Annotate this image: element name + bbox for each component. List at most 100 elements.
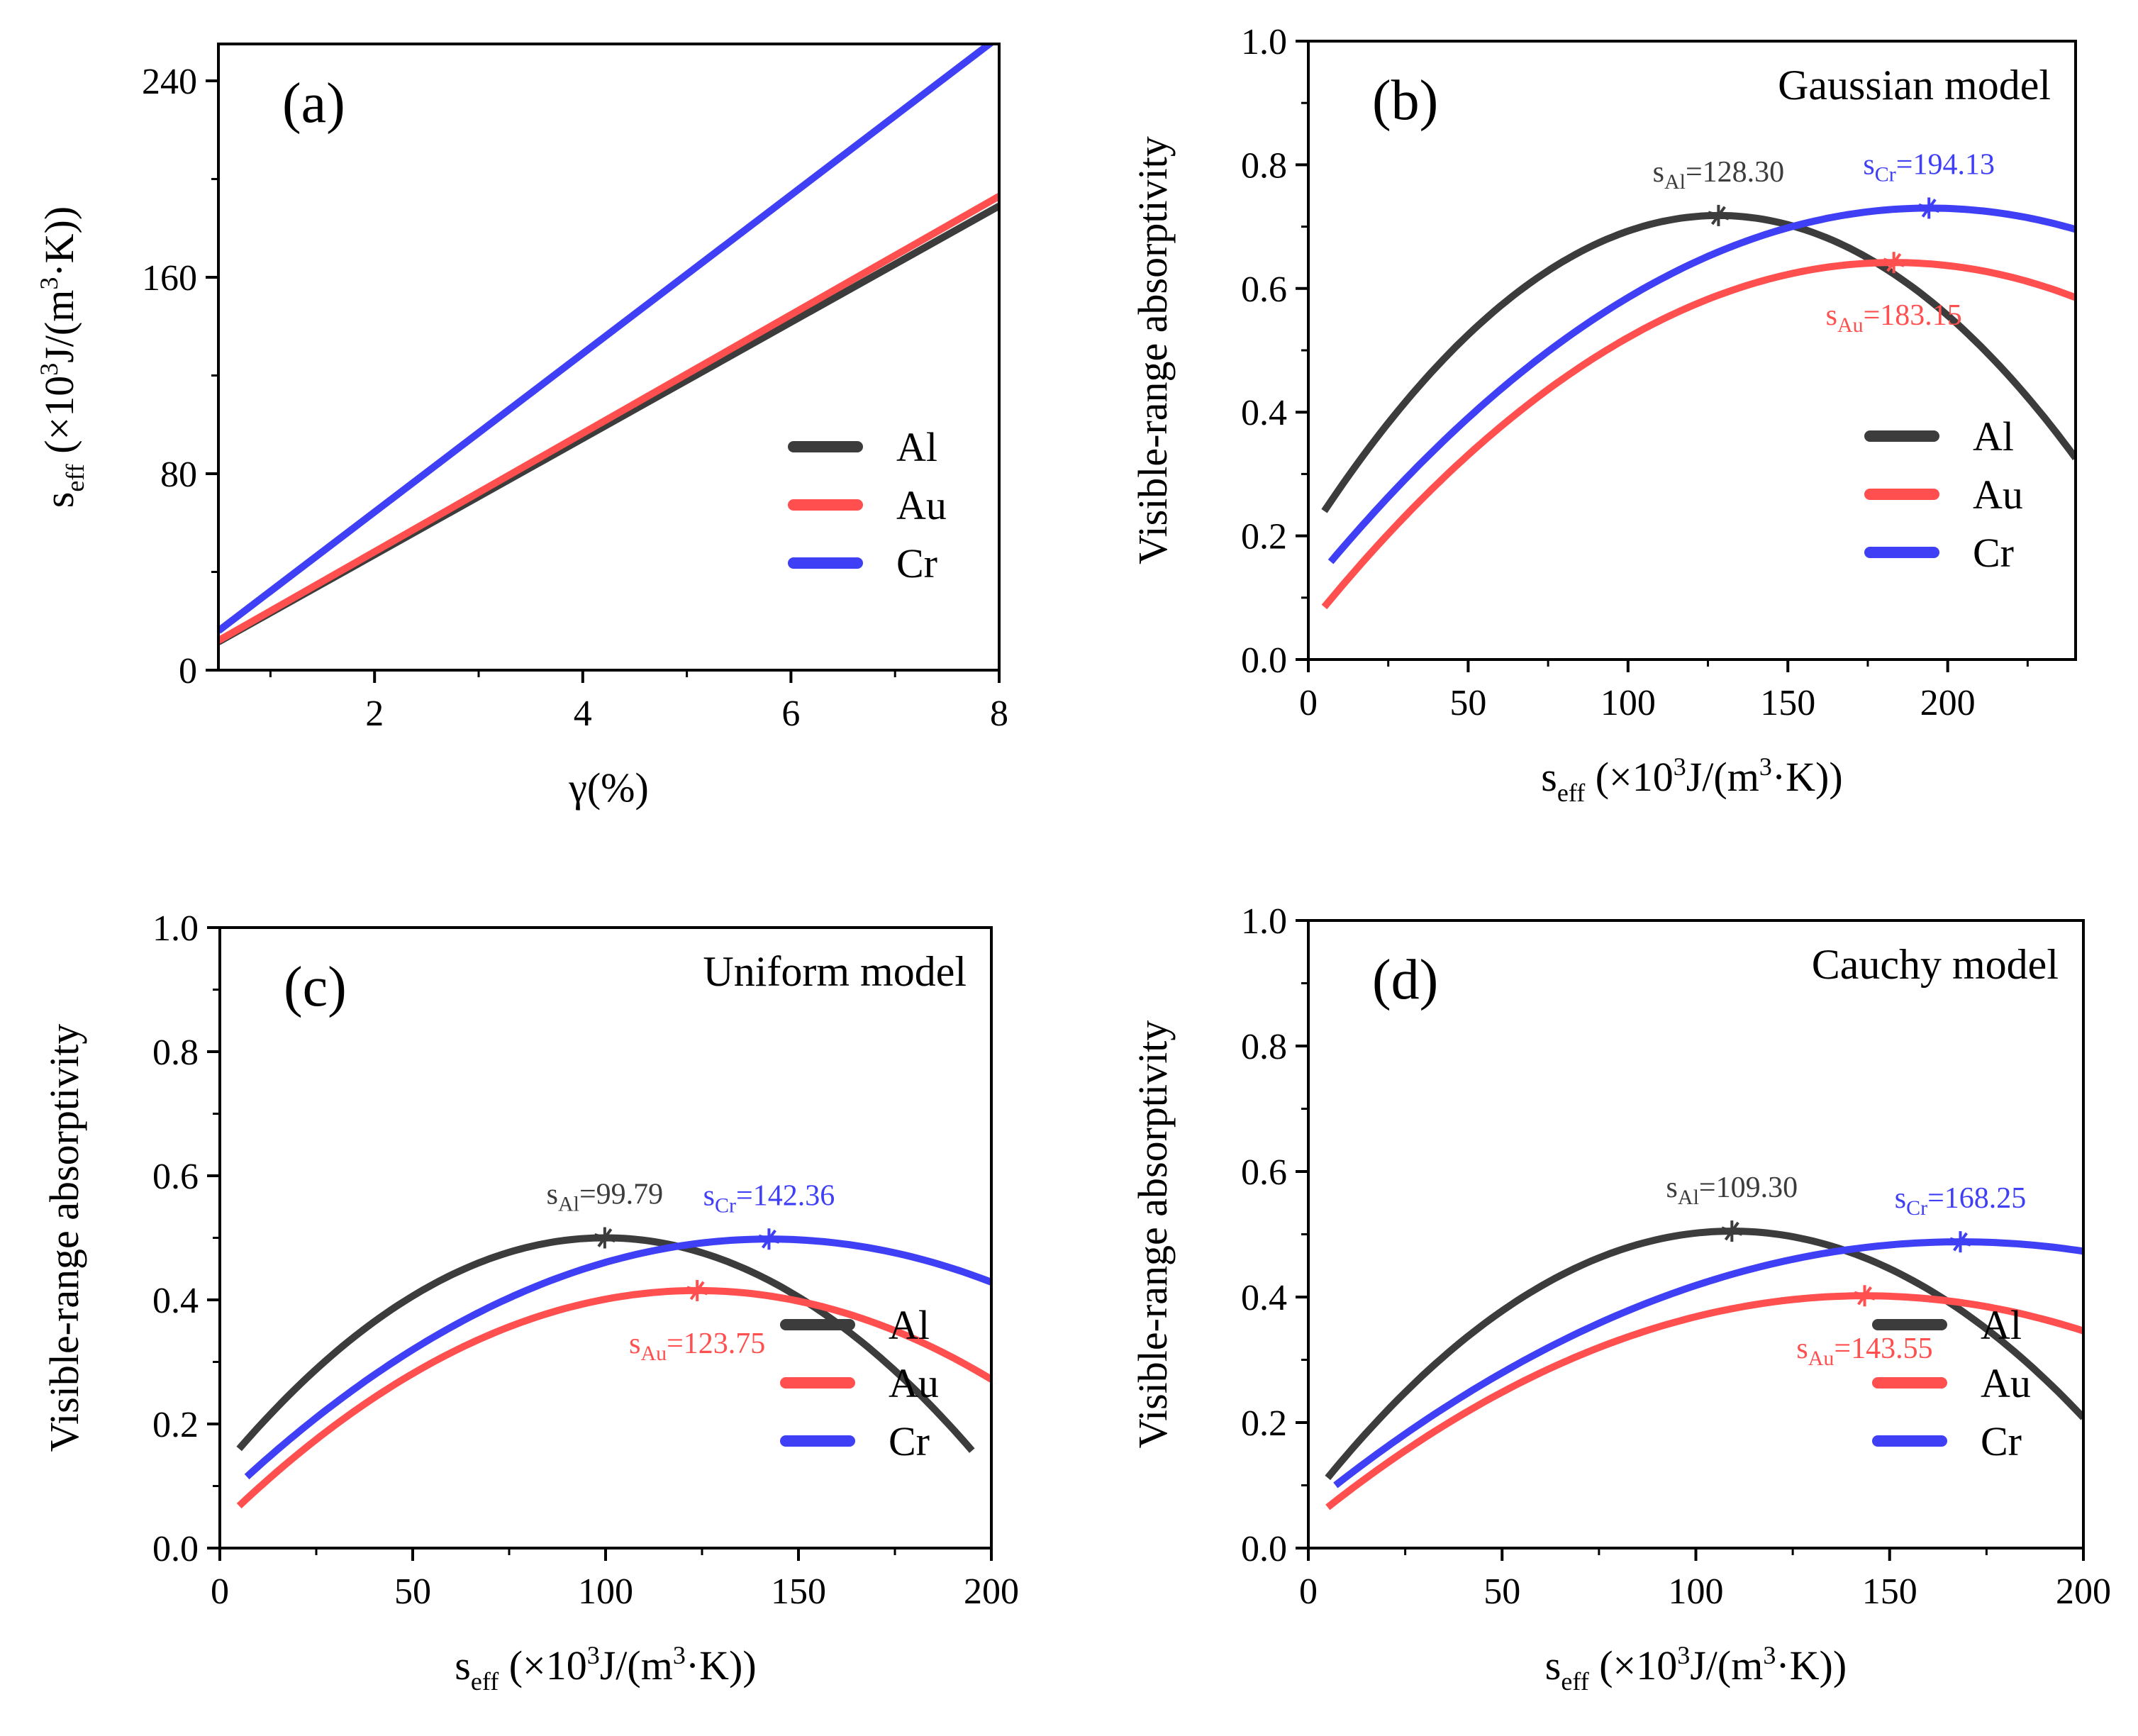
x-tick-label-d-4: 200	[2056, 1571, 2111, 1612]
x-tick-label-c-2: 100	[578, 1571, 633, 1612]
legend-label-a-cr: Cr	[896, 540, 937, 586]
x-axis-label-b-main: s	[1541, 754, 1557, 800]
anno-sub: Au	[640, 1342, 667, 1365]
anno-sym: s	[1863, 148, 1874, 181]
anno-value: =99.79	[579, 1179, 663, 1211]
peak-annotation-c-cr: sCr=142.36	[703, 1179, 835, 1217]
anno-sym: s	[1653, 156, 1664, 189]
legend-label-a-al: Al	[896, 424, 937, 470]
x-axis-label-b-sup: 3	[1674, 752, 1686, 781]
x-tick-label-c-1: 50	[394, 1571, 431, 1612]
model-title-d: Cauchy model	[1812, 941, 2059, 988]
peak-annotation-d-cr: sCr=168.25	[1895, 1182, 2027, 1220]
panel-tag-b: (b)	[1372, 69, 1438, 132]
y-axis-label-b: Visible-range absorptivity	[1130, 136, 1176, 564]
peak-annotation-b-al: sAl=128.30	[1653, 156, 1785, 194]
x-tick-label-a-3: 8	[990, 694, 1008, 734]
anno-sub: Cr	[1906, 1196, 1927, 1220]
series-line-a-cr	[218, 44, 996, 634]
anno-sub: Au	[1837, 313, 1864, 337]
y-tick-label-d-3: 0.6	[1241, 1152, 1287, 1193]
peak-marker-c-al	[594, 1227, 616, 1249]
axes-frame-b	[1307, 40, 2077, 661]
x-tick-label-c-4: 200	[964, 1571, 1019, 1612]
legend-label-d-cr: Cr	[1981, 1418, 2022, 1464]
legend-label-d-al: Al	[1981, 1302, 2022, 1348]
model-title-b: Gaussian model	[1778, 62, 2051, 108]
x-axis-label-c-unit-mid: J/(m	[600, 1642, 673, 1688]
peak-annotation-c-al: sAl=99.79	[547, 1179, 664, 1216]
x-tick-label-c-3: 150	[771, 1571, 826, 1612]
x-axis-label-d-sup: 3	[1677, 1641, 1690, 1669]
peak-marker-stroke-2	[597, 1228, 613, 1247]
x-axis-label-c-sup2: 3	[673, 1641, 686, 1669]
anno-sym: s	[547, 1179, 558, 1211]
peak-annotation-d-au: sAu=143.55	[1796, 1332, 1932, 1370]
legend-label-a-au: Au	[896, 482, 947, 528]
peak-marker-stroke-2	[761, 1229, 776, 1249]
x-axis-label-c-main: s	[455, 1642, 471, 1688]
peak-marker-stroke-2	[1921, 199, 1937, 218]
anno-value: =128.30	[1686, 156, 1784, 189]
axes-frame-a	[217, 43, 1001, 672]
peak-marker-stroke-2	[1953, 1232, 1968, 1252]
x-tick-label-d-0: 0	[1299, 1571, 1318, 1612]
y-tick-label-a-2: 160	[142, 258, 197, 299]
x-axis-label-d-main: s	[1545, 1642, 1561, 1688]
peak-marker-stroke-2	[1724, 1221, 1739, 1241]
panel-tag-a: (a)	[282, 72, 345, 135]
anno-sym: s	[1895, 1182, 1906, 1215]
x-axis-label-b: seff (×103J/(m3·K))	[1541, 752, 1842, 807]
peak-marker-stroke-2	[1886, 252, 1902, 272]
peak-marker-b-cr	[1918, 197, 1940, 219]
x-tick-label-d-1: 50	[1483, 1571, 1520, 1612]
anno-sym: s	[703, 1179, 715, 1212]
anno-sub: Al	[1664, 170, 1686, 194]
y-axis-label-d: Visible-range absorptivity	[1130, 1020, 1176, 1449]
x-tick-label-b-1: 50	[1449, 683, 1486, 723]
y-tick-label-a-0: 0	[179, 651, 197, 691]
legend-label-c-au: Au	[889, 1360, 939, 1406]
peak-marker-stroke-2	[1857, 1286, 1872, 1306]
anno-value: =123.75	[667, 1328, 765, 1360]
y-axis-label-a-main: s	[36, 492, 82, 508]
y-tick-label-a-3: 240	[142, 62, 197, 102]
peak-marker-c-au	[686, 1279, 708, 1301]
legend-label-b-cr: Cr	[1973, 530, 2014, 576]
anno-sym: s	[1826, 299, 1837, 332]
peak-marker-b-au	[1883, 252, 1905, 274]
x-tick-label-a-2: 6	[781, 694, 800, 734]
anno-value: =143.55	[1834, 1332, 1932, 1365]
y-tick-label-b-0: 0.0	[1241, 640, 1287, 681]
x-axis-label-d-unit-post: ·K))	[1776, 1642, 1847, 1688]
series-line-c-au	[236, 1286, 991, 1509]
anno-value: =142.36	[736, 1179, 835, 1212]
panel-tag-d: (d)	[1372, 949, 1438, 1011]
series-line-c-cr	[244, 1235, 991, 1480]
peak-annotation-b-au: sAu=183.15	[1826, 299, 1962, 337]
series-line-a-au	[218, 193, 999, 644]
y-tick-label-c-5: 1.0	[152, 908, 199, 949]
peak-marker-d-al	[1721, 1220, 1743, 1242]
y-tick-label-c-3: 0.6	[152, 1157, 199, 1197]
series-line-b-al	[1321, 211, 2076, 513]
legend-label-d-au: Au	[1981, 1360, 2031, 1406]
anno-sym: s	[629, 1328, 640, 1360]
x-axis-label-c-sub: eff	[471, 1667, 499, 1696]
y-axis-label-a: seff (×103J/(m3·K))	[35, 206, 89, 508]
legend-label-b-al: Al	[1973, 413, 2014, 460]
x-tick-label-b-2: 100	[1600, 683, 1656, 723]
x-axis-label-d-sup2: 3	[1763, 1641, 1776, 1669]
y-tick-label-d-5: 1.0	[1241, 901, 1287, 942]
anno-sub: Au	[1808, 1347, 1834, 1370]
anno-sub: Al	[1678, 1186, 1699, 1209]
y-axis-label-a-sup2: 3	[35, 277, 63, 290]
y-tick-label-b-1: 0.2	[1241, 517, 1287, 557]
y-tick-label-b-4: 0.8	[1241, 145, 1287, 186]
x-axis-label-b-unit-post: ·K))	[1772, 754, 1843, 800]
anno-value: =168.25	[1927, 1182, 2026, 1215]
peak-marker-stroke-2	[689, 1281, 705, 1301]
